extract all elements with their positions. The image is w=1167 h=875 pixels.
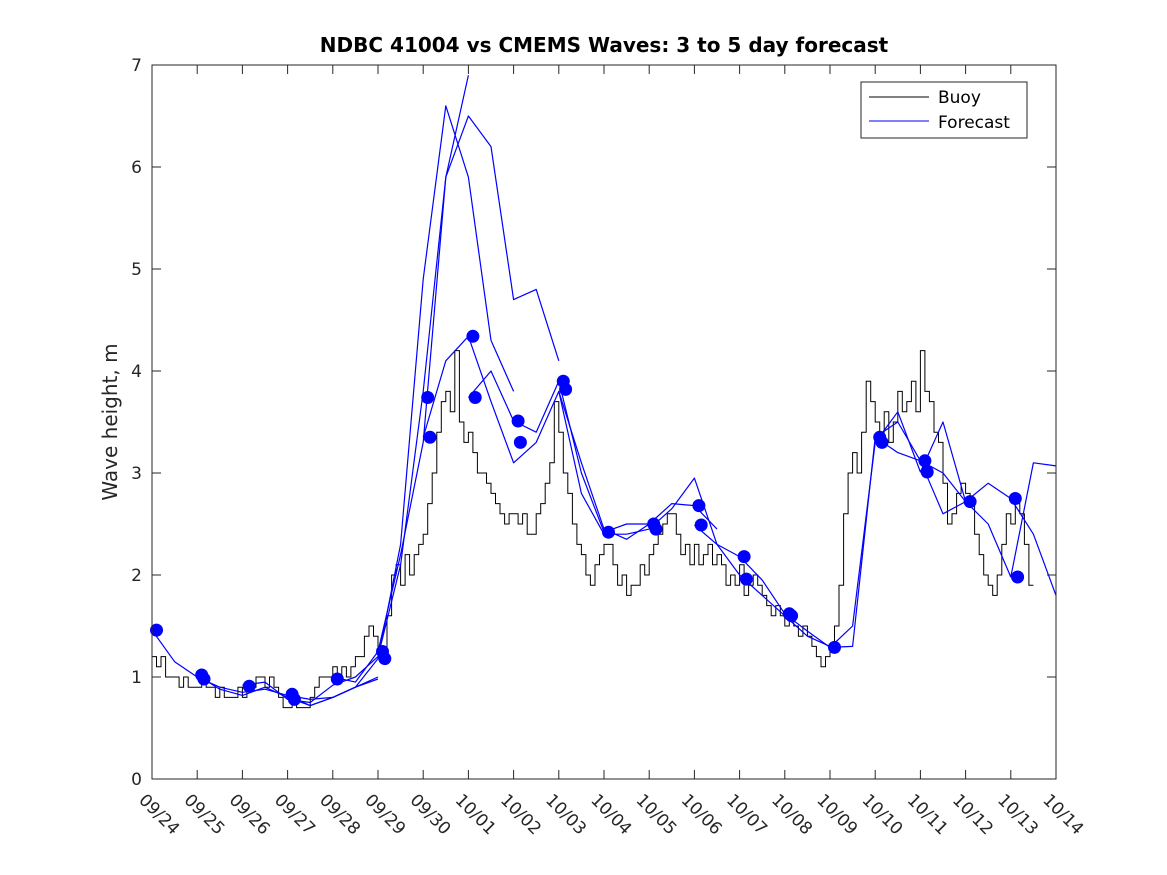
forecast-line-10 [829,411,1057,648]
legend-buoy-label: Buoy [938,88,981,108]
forecast-markers [150,329,1025,706]
legend: Buoy Forecast [860,81,1028,139]
y-tick-label: 4 [131,362,142,382]
forecast-marker [1008,492,1022,505]
y-tick-label: 2 [131,566,142,586]
y-tick-label: 6 [131,158,142,178]
y-axis-label: Wave height, m [98,343,122,500]
forecast-marker [287,692,301,706]
legend-box [860,81,1028,139]
y-tick-label: 3 [131,464,142,484]
forecast-marker [150,623,163,637]
forecast-marker [423,430,437,444]
y-tick-label: 7 [131,56,142,76]
legend-forecast-label: Forecast [938,113,1010,133]
forecast-marker [739,572,753,586]
forecast-marker [694,518,708,532]
forecast-marker [468,391,482,404]
y-tick-label: 1 [131,668,142,688]
y-axis-ticks: 0 1 2 3 4 5 6 7 [131,56,1056,790]
forecast-marker [330,672,344,686]
forecast-marker [197,672,211,686]
forecast-marker [649,522,663,536]
forecast-marker [737,550,751,564]
forecast-marker [559,382,573,396]
plot-area [152,65,1056,779]
forecast-marker [875,435,889,449]
forecast-marker [918,454,932,468]
forecast-marker [511,414,525,428]
forecast-marker [963,495,977,509]
y-tick-label: 0 [131,770,142,790]
y-tick-label: 5 [131,260,142,280]
forecast-marker [1011,570,1025,584]
forecast-marker [378,652,392,666]
chart-title: NDBC 41004 vs CMEMS Waves: 3 to 5 day fo… [320,33,889,57]
buoy-series [152,350,1034,709]
forecast-marker [513,435,527,449]
forecast-line-5 [332,115,560,683]
forecast-marker [421,391,435,404]
buoy-line [152,350,1034,709]
forecast-marker [466,329,480,343]
forecast-line-4 [287,105,515,707]
forecast-marker [692,499,706,513]
forecast-marker [602,525,615,539]
forecast-marker [242,679,256,693]
forecast-marker [920,465,934,479]
forecast-line-3 [242,75,469,704]
forecast-marker [828,640,841,654]
forecast-marker [785,609,799,623]
